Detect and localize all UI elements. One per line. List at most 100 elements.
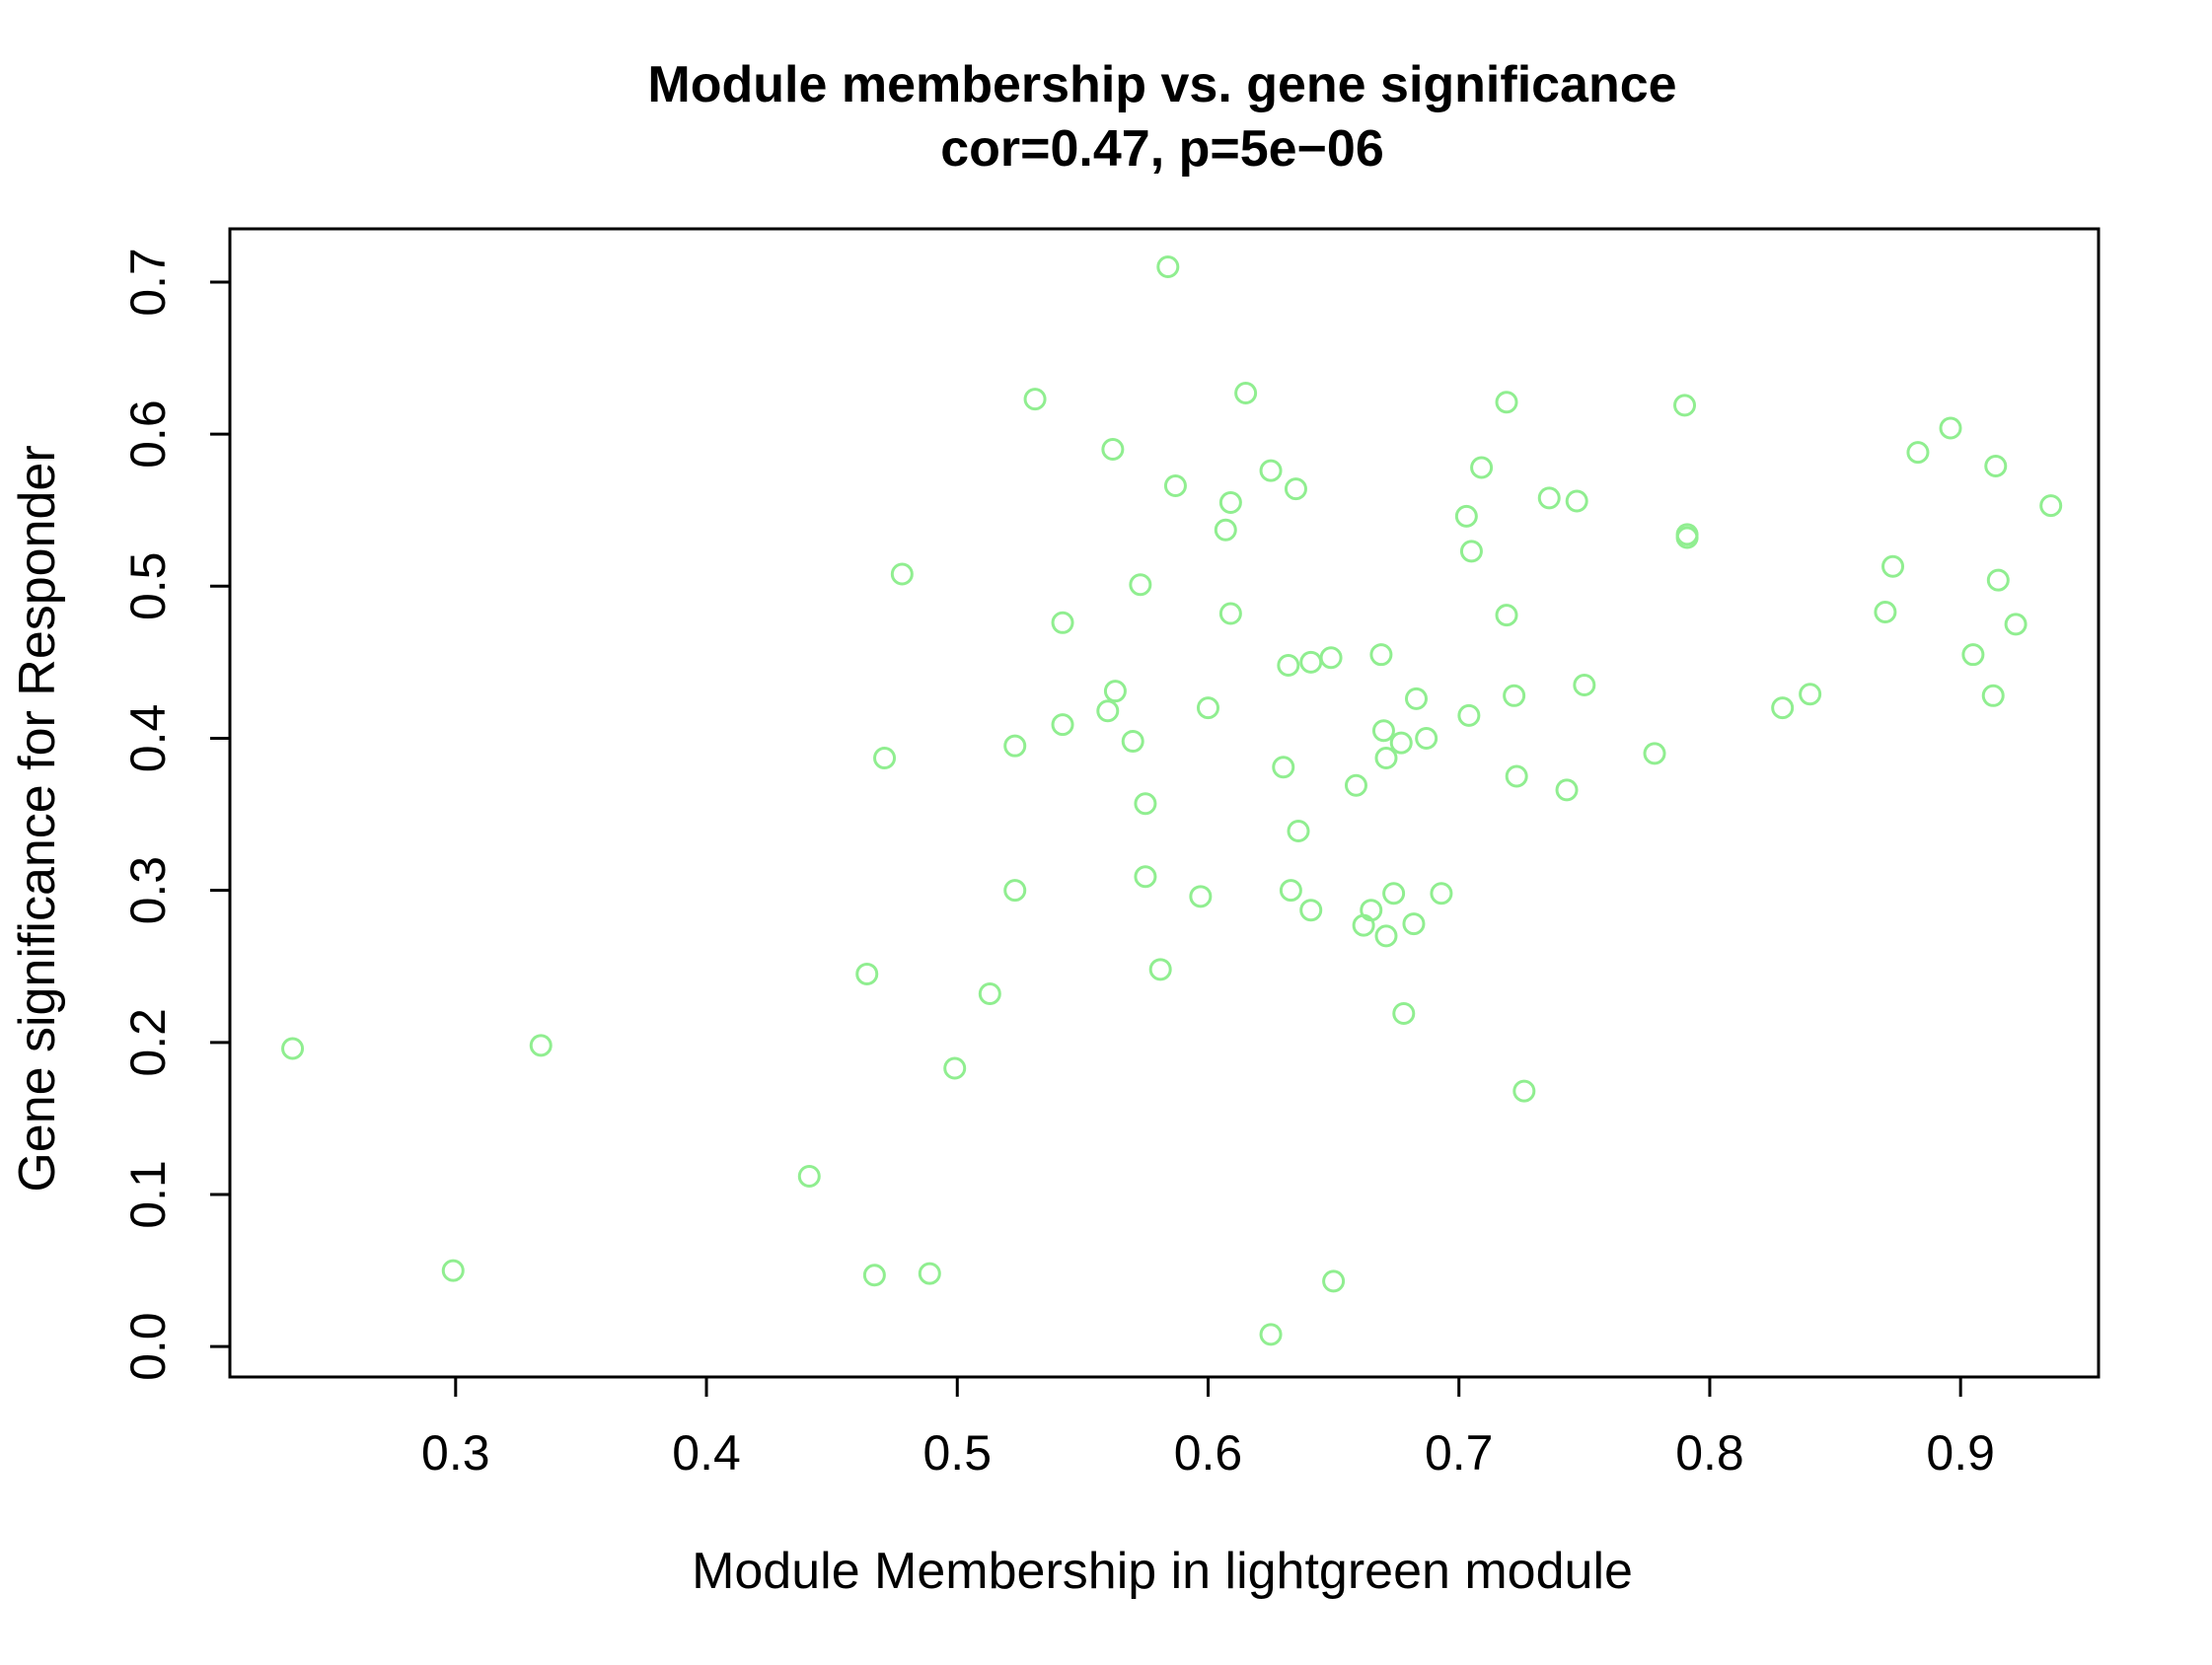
data-point <box>1673 394 1697 417</box>
data-point <box>1218 602 1242 625</box>
chart-title: Module membership vs. gene significance <box>647 56 1676 113</box>
data-point <box>1771 696 1795 720</box>
data-point <box>862 1264 886 1287</box>
data-point <box>529 1034 553 1057</box>
data-point <box>1565 489 1588 513</box>
data-point <box>1360 899 1383 922</box>
data-point <box>1374 747 1398 770</box>
data-point <box>1874 601 1897 624</box>
data-point <box>890 562 914 586</box>
y-tick-label: 0.3 <box>120 856 176 925</box>
y-tick-label: 0.5 <box>120 552 176 621</box>
data-point <box>1389 731 1413 755</box>
x-tick-label: 0.8 <box>1675 1425 1744 1481</box>
data-point <box>1272 756 1295 779</box>
data-point <box>978 981 1001 1005</box>
data-point <box>1287 820 1310 843</box>
data-point <box>1299 650 1323 674</box>
data-point <box>1573 674 1596 697</box>
data-point <box>1961 643 1985 667</box>
data-point <box>1129 573 1152 597</box>
data-point <box>1374 924 1398 948</box>
data-point <box>1675 523 1699 546</box>
data-point <box>1284 477 1307 501</box>
data-point <box>1279 879 1302 903</box>
data-point <box>1555 778 1579 802</box>
data-point <box>1103 680 1127 703</box>
data-point <box>1189 885 1213 908</box>
y-tick-label: 0.6 <box>120 399 176 469</box>
x-tick-label: 0.9 <box>1926 1425 1995 1481</box>
data-point <box>1404 687 1428 710</box>
data-point <box>797 1164 821 1188</box>
data-point <box>1096 699 1120 723</box>
data-point <box>1981 684 2005 707</box>
data-point <box>1101 438 1125 462</box>
data-point <box>1402 912 1426 936</box>
data-point <box>1986 568 2010 592</box>
data-point <box>1003 734 1027 758</box>
x-tick-label: 0.4 <box>672 1425 741 1481</box>
data-point <box>1470 456 1494 479</box>
data-point <box>1906 441 1930 465</box>
plot-frame <box>228 227 2101 1379</box>
y-axis-label: Gene significance for Responder <box>9 445 66 1192</box>
data-point <box>1984 455 2008 478</box>
y-tick-label: 0.4 <box>120 704 176 773</box>
data-point <box>1163 474 1187 498</box>
data-point <box>1148 958 1172 981</box>
data-point <box>1322 1269 1346 1293</box>
x-tick-label: 0.5 <box>923 1425 993 1481</box>
data-point <box>281 1037 305 1060</box>
data-point <box>1939 416 1962 440</box>
data-point <box>1799 683 1822 706</box>
data-point <box>1051 713 1074 737</box>
data-point <box>1023 388 1047 411</box>
data-point <box>1457 703 1481 727</box>
y-tick-label: 0.0 <box>120 1312 176 1381</box>
data-point <box>1003 879 1027 903</box>
x-tick-label: 0.7 <box>1425 1425 1494 1481</box>
data-point <box>1214 518 1237 542</box>
data-point <box>1495 391 1518 414</box>
data-point <box>1430 882 1453 905</box>
data-point <box>1415 726 1438 750</box>
data-point <box>1344 773 1367 797</box>
data-point <box>1382 882 1406 905</box>
data-point <box>1277 653 1300 677</box>
data-point <box>873 747 897 770</box>
x-tick-label: 0.3 <box>421 1425 490 1481</box>
data-point <box>441 1259 465 1282</box>
data-point <box>1371 719 1395 743</box>
data-point <box>1369 643 1393 667</box>
data-point <box>1234 382 1258 405</box>
data-point <box>1299 899 1323 922</box>
data-point <box>1051 611 1074 634</box>
data-point <box>1454 504 1478 528</box>
data-point <box>1156 255 1180 279</box>
points-layer <box>281 255 2063 1346</box>
data-point <box>1537 486 1561 510</box>
data-point <box>943 1056 967 1080</box>
data-point <box>1196 696 1219 720</box>
data-point <box>2039 494 2063 518</box>
x-axis-label: Module Membership in lightgreen module <box>692 1543 1633 1600</box>
data-point <box>918 1262 941 1285</box>
y-tick-label: 0.2 <box>120 1008 176 1077</box>
x-tick-label: 0.6 <box>1174 1425 1243 1481</box>
data-point <box>1134 865 1157 889</box>
data-point <box>1881 554 1905 578</box>
data-point <box>2004 613 2028 636</box>
data-point <box>1495 604 1518 627</box>
chart-subtitle: cor=0.47, p=5e−06 <box>940 120 1384 178</box>
data-point <box>1505 764 1528 788</box>
data-point <box>855 962 879 985</box>
data-point <box>1459 540 1483 563</box>
data-point <box>1259 459 1283 482</box>
x-axis: 0.3 0.4 0.5 0.6 0.7 0.8 0.9 <box>421 1375 1995 1481</box>
data-point <box>1392 1002 1416 1026</box>
y-axis: 0.0 0.1 0.2 0.3 0.4 0.5 0.6 0.7 <box>120 248 232 1381</box>
data-point <box>1134 792 1157 816</box>
data-point <box>1643 742 1666 765</box>
